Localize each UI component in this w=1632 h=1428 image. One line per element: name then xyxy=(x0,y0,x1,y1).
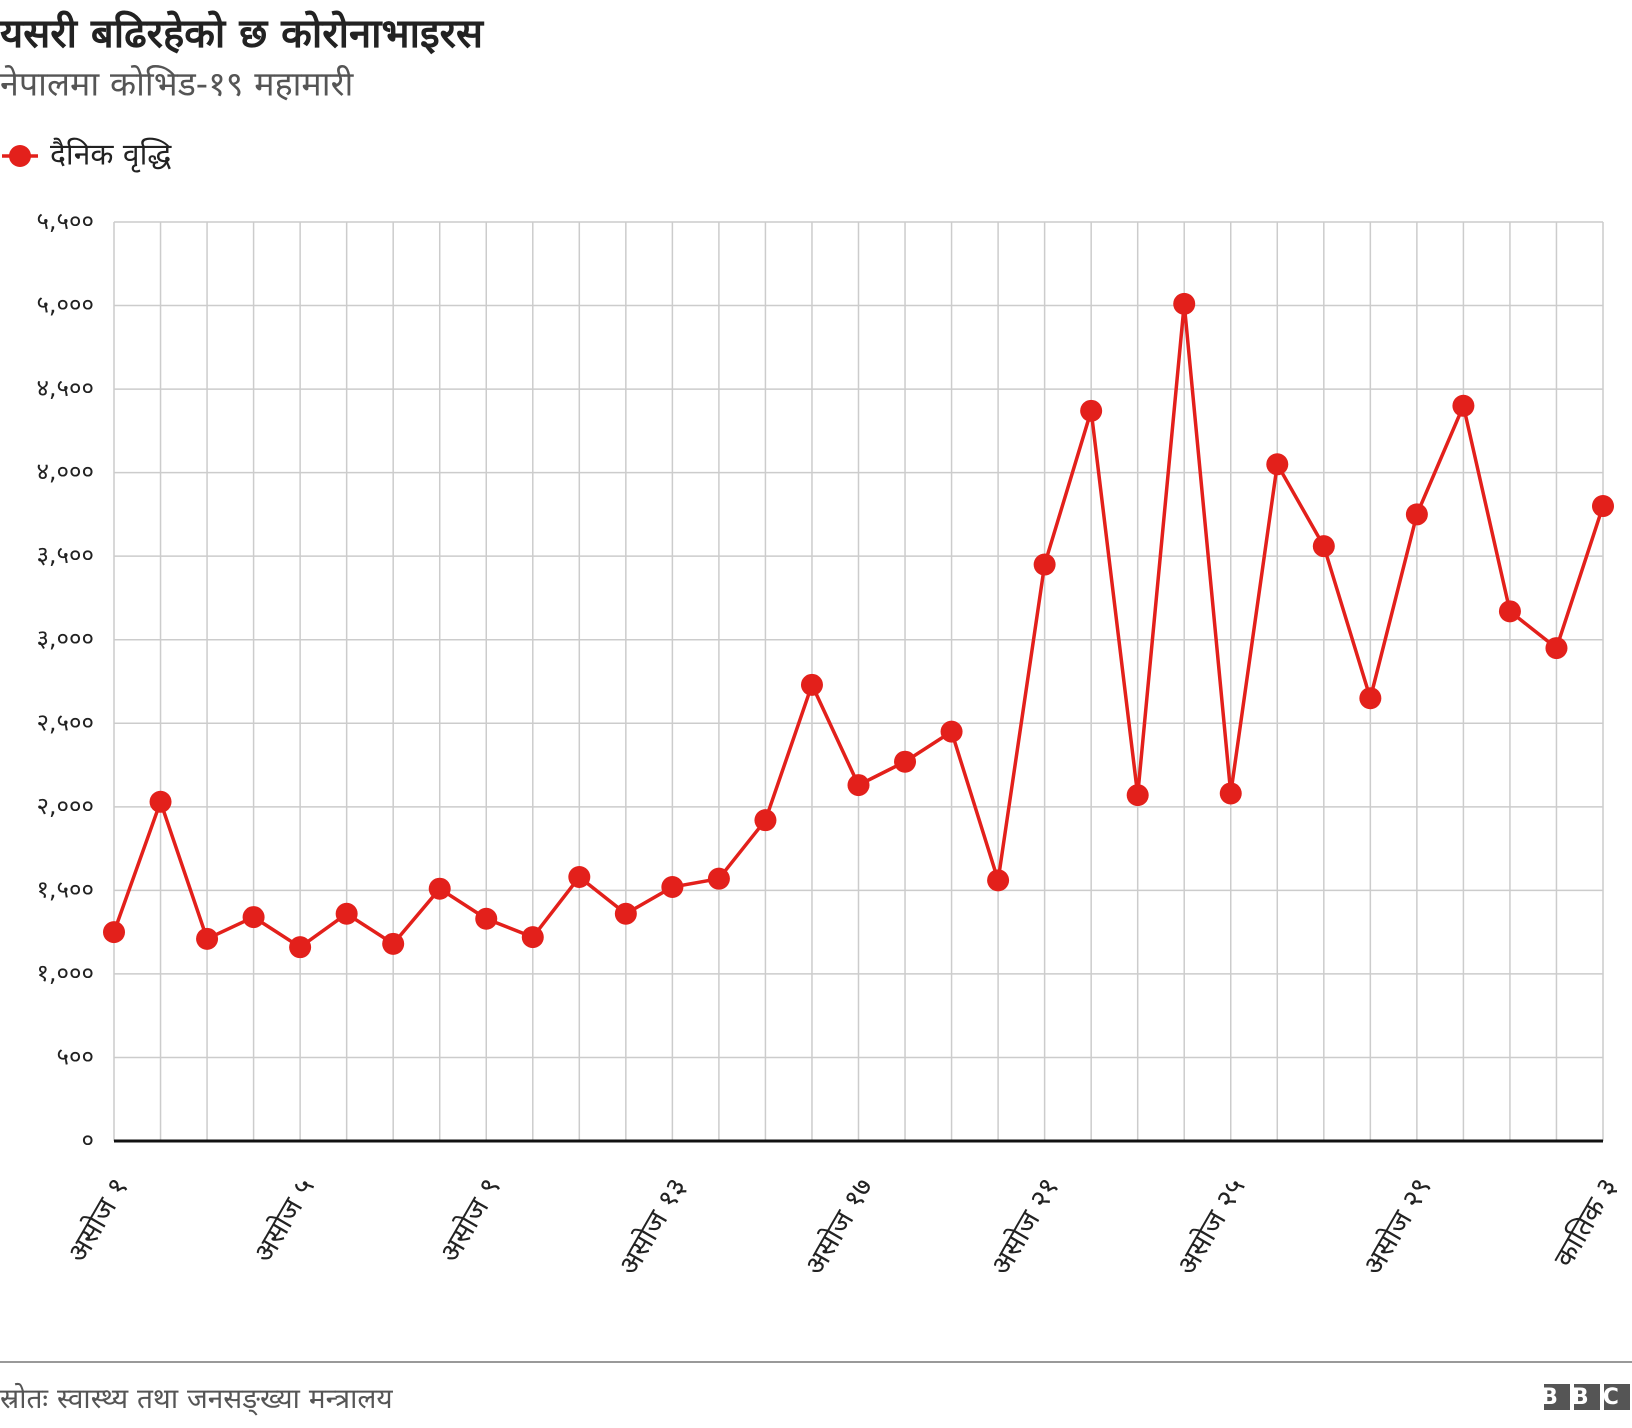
point xyxy=(475,907,498,930)
point xyxy=(1173,292,1196,315)
point xyxy=(289,936,312,959)
point xyxy=(103,921,125,944)
point xyxy=(1312,535,1335,558)
x-tick-label: असोज २९ xyxy=(1356,1172,1438,1281)
point xyxy=(521,926,544,949)
point xyxy=(1545,637,1568,660)
y-tick-label: २,००० xyxy=(36,792,94,820)
legend-marker xyxy=(9,145,31,167)
y-tick-label: ३,५०० xyxy=(36,541,94,569)
point xyxy=(940,720,963,743)
point xyxy=(1219,782,1242,805)
y-tick-label: ५०० xyxy=(57,1042,94,1070)
y-tick-label: १,००० xyxy=(36,959,94,987)
point xyxy=(196,927,219,950)
point xyxy=(1592,495,1614,518)
x-tick-label: असोज ९ xyxy=(433,1172,507,1268)
point xyxy=(242,906,265,929)
logo-text: BBC xyxy=(1541,1385,1632,1410)
source: स्रोतः स्वास्थ्य तथा जनसङ्ख्या मन्त्रालय xyxy=(0,1382,393,1416)
point xyxy=(661,876,684,899)
point xyxy=(1033,553,1056,576)
point xyxy=(707,867,730,890)
x-tick-label: असोज १७ xyxy=(798,1172,880,1281)
logo xyxy=(1544,1384,1630,1410)
y-tick-label: १,५०० xyxy=(36,875,94,903)
y-tick-label: ५,००० xyxy=(36,291,94,319)
x-tick-label: असोज १ xyxy=(61,1172,135,1268)
y-tick-label: २,५०० xyxy=(36,708,94,736)
y-tick-label: ४,००० xyxy=(36,458,94,486)
x-tick-label: असोज १३ xyxy=(612,1172,694,1281)
point xyxy=(428,877,451,900)
legend-label: दैनिक वृद्धि xyxy=(50,138,172,174)
y-tick-label: ३,००० xyxy=(36,625,94,653)
point xyxy=(800,673,823,696)
point xyxy=(382,932,405,955)
point xyxy=(1498,600,1521,623)
point xyxy=(1405,503,1428,526)
x-tick-label: असोज ५ xyxy=(247,1172,321,1268)
point xyxy=(149,790,172,813)
x-tick-label: असोज २५ xyxy=(1170,1172,1252,1281)
y-tick-label: ४,५०० xyxy=(36,374,94,402)
point xyxy=(987,869,1010,892)
point xyxy=(614,902,637,925)
point xyxy=(335,902,358,925)
y-tick-label: ० xyxy=(82,1126,94,1154)
point xyxy=(1126,784,1149,807)
point xyxy=(1452,394,1475,417)
point xyxy=(847,774,870,797)
chart-title: यसरी बढिरहेको छ कोरोनाभाइरस xyxy=(0,10,485,57)
point xyxy=(1266,453,1289,476)
point xyxy=(1359,687,1382,710)
y-tick-label: ५,५०० xyxy=(36,207,94,235)
point xyxy=(894,750,917,773)
x-tick-label: कातिक ३ xyxy=(1547,1172,1624,1272)
point xyxy=(1080,399,1103,422)
point xyxy=(568,865,591,888)
point xyxy=(754,809,777,832)
chart-subtitle: नेपालमा कोभिड-१९ महामारी xyxy=(0,65,354,105)
x-tick-label: असोज २१ xyxy=(984,1172,1066,1281)
